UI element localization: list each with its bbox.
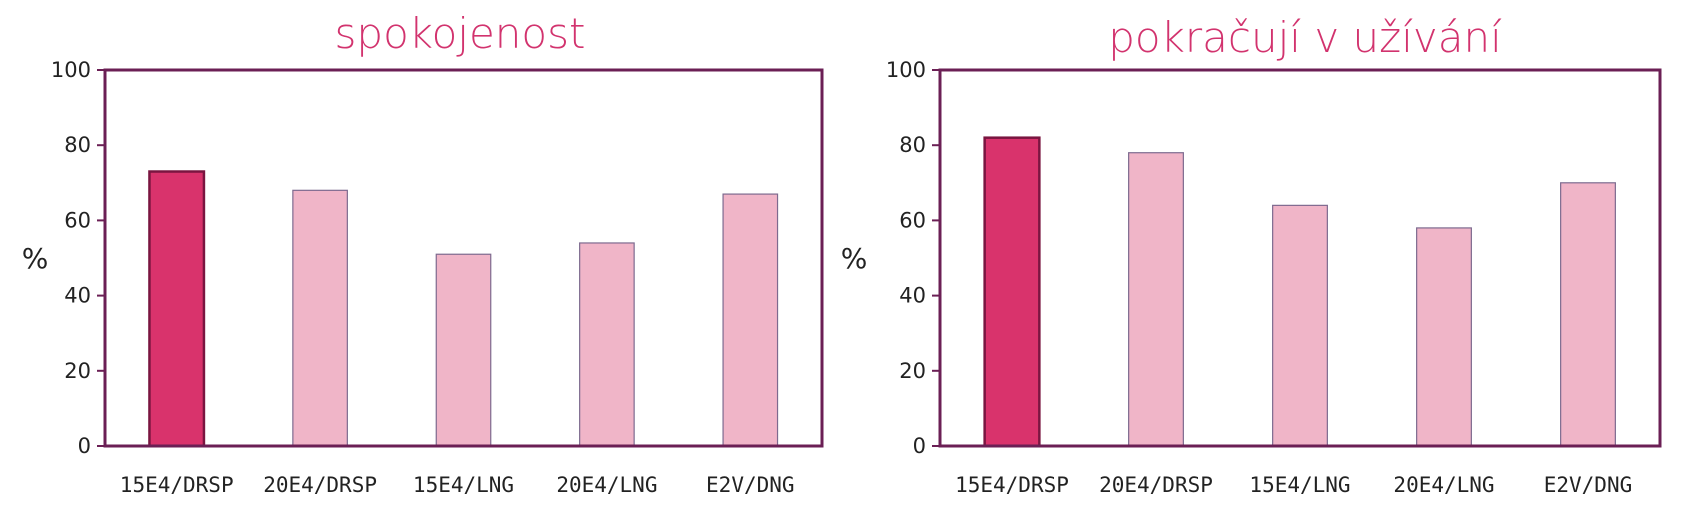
y-tick-label: 80 bbox=[899, 133, 926, 157]
bar-15e4-drsp bbox=[148, 170, 206, 448]
y-tick-label: 0 bbox=[913, 434, 926, 458]
x-tick-label: 20E4/DRSP bbox=[1099, 473, 1213, 497]
bar-15e4-lng bbox=[435, 253, 492, 447]
x-tick-label: E2V/DNG bbox=[1544, 473, 1633, 497]
y-tick-label: 100 bbox=[51, 58, 91, 82]
y-tick-label: 40 bbox=[64, 284, 91, 308]
y-tick-label: 100 bbox=[886, 58, 926, 82]
bar-20e4-drsp bbox=[292, 189, 348, 447]
y-tick-label: 60 bbox=[899, 208, 926, 232]
y-tick-label: 0 bbox=[78, 434, 91, 458]
x-tick-label: 20E4/LNG bbox=[1393, 473, 1494, 497]
x-tick-label: 15E4/DRSP bbox=[955, 473, 1069, 497]
chart-title: spokojenost bbox=[335, 9, 586, 58]
y-tick-label: 20 bbox=[899, 359, 926, 383]
y-axis-label: % bbox=[22, 242, 49, 275]
x-tick-label: 15E4/LNG bbox=[413, 473, 514, 497]
y-tick-label: 60 bbox=[64, 208, 91, 232]
bar-15e4-drsp bbox=[983, 136, 1041, 448]
x-tick-label: 20E4/DRSP bbox=[263, 473, 377, 497]
bar-20e4-lng bbox=[579, 242, 635, 447]
bar-e2v-dng bbox=[722, 193, 779, 447]
chart-spokojenost: spokojenost% 0 20 40 60 80 100 15E4/DRSP 20E4/DR… bbox=[22, 9, 824, 497]
x-tick-label: 20E4/LNG bbox=[556, 473, 657, 497]
y-tick-label: 20 bbox=[64, 359, 91, 383]
bar-20e4-lng bbox=[1416, 227, 1472, 447]
bar-e2v-dng bbox=[1560, 182, 1616, 447]
x-tick-label: E2V/DNG bbox=[706, 473, 795, 497]
plot-frame bbox=[938, 68, 1662, 448]
chart-pokracuji-v-uzivani: pokračují v užívání% 0 20 40 60 80 100 15E4/DRS… bbox=[841, 13, 1662, 497]
plot-frame bbox=[103, 68, 824, 448]
chart-title: pokračují v užívání bbox=[1108, 13, 1502, 62]
bar-15e4-lng bbox=[1272, 204, 1328, 447]
y-axis-label: % bbox=[841, 242, 868, 275]
x-tick-label: 15E4/DRSP bbox=[120, 473, 234, 497]
y-tick-label: 80 bbox=[64, 133, 91, 157]
bar-20e4-drsp bbox=[1128, 152, 1184, 447]
y-tick-label: 40 bbox=[899, 284, 926, 308]
x-tick-label: 15E4/LNG bbox=[1249, 473, 1350, 497]
